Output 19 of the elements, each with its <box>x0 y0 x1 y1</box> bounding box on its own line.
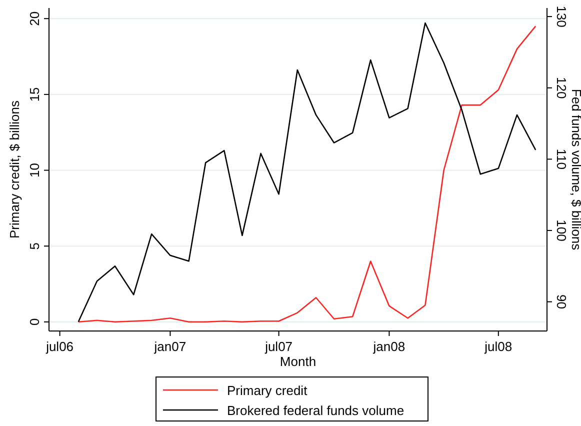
y-tick-label: 10 <box>27 163 42 178</box>
y-tick-label: 20 <box>27 11 42 26</box>
x-tick-label: jan07 <box>153 339 186 354</box>
x-tick-label: jul06 <box>45 339 74 354</box>
y2-tick-label: 100 <box>554 220 569 242</box>
x-tick-label: jul08 <box>484 339 512 354</box>
x-axis-title: Month <box>280 354 316 369</box>
x-tick-label: jan08 <box>372 339 406 354</box>
y2-tick-label: 120 <box>554 77 569 99</box>
y-tick-label: 5 <box>27 242 42 250</box>
y2-tick-label: 130 <box>554 6 569 28</box>
y-tick-label: 15 <box>27 87 42 102</box>
y-tick-label: 0 <box>27 318 42 326</box>
y2-tick-label: 90 <box>554 294 569 309</box>
y2-tick-label: 110 <box>554 148 569 170</box>
y-axis-title: Primary credit, $ billions <box>7 100 22 238</box>
legend-label: Primary credit <box>227 383 308 398</box>
x-tick-label: jul07 <box>264 339 293 354</box>
legend-label: Brokered federal funds volume <box>227 403 404 418</box>
